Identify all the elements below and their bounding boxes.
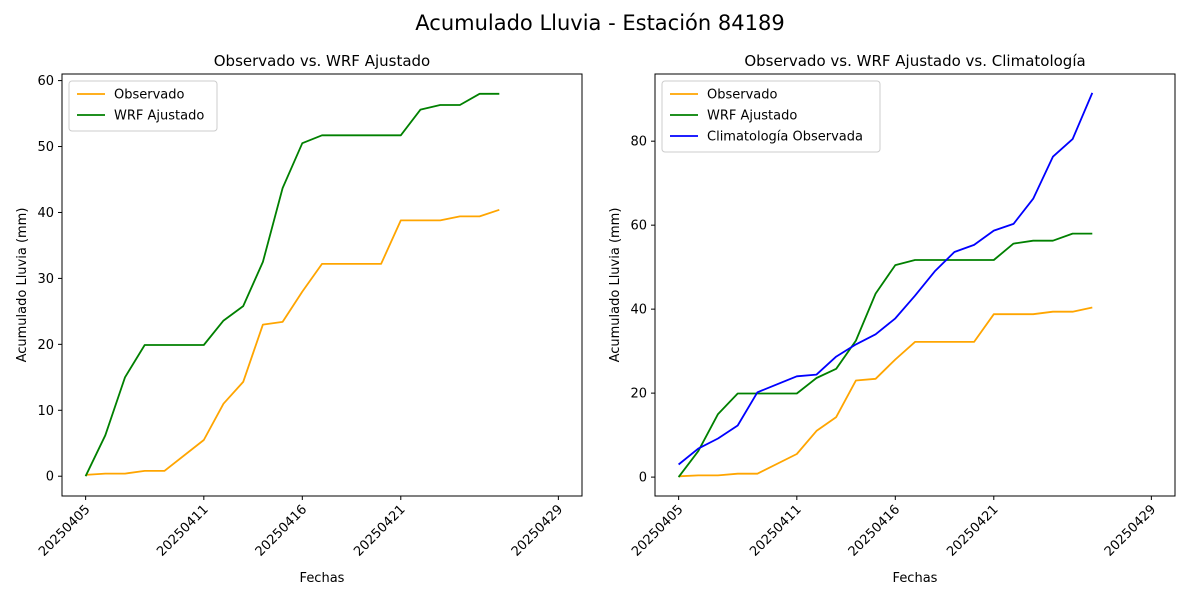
chart-right-xtick-label: 20250405 bbox=[629, 502, 686, 559]
chart-right-xtick-label: 20250411 bbox=[747, 502, 804, 559]
chart-right-ytick-label: 80 bbox=[630, 135, 647, 150]
chart-left-legend-label: WRF Ajustado bbox=[114, 109, 204, 124]
chart-left-ylabel: Acumulado Lluvia (mm) bbox=[15, 208, 30, 363]
chart-right-ytick-label: 0 bbox=[639, 471, 647, 486]
chart-right-ytick-label: 60 bbox=[630, 219, 647, 234]
chart-left-legend-label: Observado bbox=[114, 88, 185, 103]
chart-right-xtick-label: 20250421 bbox=[944, 502, 1001, 559]
chart-right-legend-box bbox=[661, 80, 881, 153]
chart-right-title: Observado vs. WRF Ajustado vs. Climatolo… bbox=[744, 52, 1085, 70]
chart-right-xtick-label: 20250416 bbox=[846, 502, 903, 559]
chart-left-legend-box bbox=[68, 80, 218, 132]
chart-left-xtick-label: 20250411 bbox=[154, 502, 211, 559]
chart-right-legend-label: Climatología Observada bbox=[707, 130, 863, 145]
chart-left-series-line-1 bbox=[85, 208, 500, 476]
chart-left-axes-frame bbox=[61, 73, 583, 497]
figure-suptitle: Acumulado Lluvia - Estación 84189 bbox=[415, 11, 784, 35]
chart-right-series-line-1 bbox=[678, 306, 1093, 478]
chart-left-xlabel: Fechas bbox=[300, 571, 345, 586]
chart-right-ytick-label: 20 bbox=[630, 387, 647, 402]
chart-right-series-line-2 bbox=[677, 232, 1093, 478]
chart-right-axes-frame bbox=[654, 73, 1176, 497]
chart-left-title: Observado vs. WRF Ajustado bbox=[214, 52, 430, 70]
chart-left-legend: Observado WRF Ajustado bbox=[68, 80, 218, 132]
chart-left-xtick-label: 20250416 bbox=[253, 502, 310, 559]
chart-right-legend: Observado WRF Ajustado Climatología Observ… bbox=[661, 80, 881, 153]
chart-left-ytick-label: 10 bbox=[37, 404, 54, 419]
chart-right-ytick-label: 40 bbox=[630, 303, 647, 318]
chart-left-ytick-label: 50 bbox=[37, 140, 54, 155]
chart-left-series-line-2 bbox=[84, 92, 500, 477]
chart-left-ytick-label: 30 bbox=[37, 272, 54, 287]
chart-left-xtick-label: 20250429 bbox=[509, 502, 566, 559]
chart-right: Observado vs. WRF Ajustado vs. Climatolo… bbox=[608, 52, 1176, 586]
chart-right-xlabel: Fechas bbox=[893, 571, 938, 586]
chart-right-series-line-3 bbox=[678, 92, 1094, 466]
chart-left-ytick-label: 40 bbox=[37, 206, 54, 221]
chart-left-ytick-label: 60 bbox=[37, 74, 54, 89]
chart-right-xtick-label: 20250429 bbox=[1102, 502, 1159, 559]
chart-right-legend-label: WRF Ajustado bbox=[707, 109, 797, 124]
chart-left-xtick-label: 20250421 bbox=[351, 502, 408, 559]
chart-right-ylabel: Acumulado Lluvia (mm) bbox=[608, 208, 623, 363]
chart-left-ytick-label: 0 bbox=[46, 470, 54, 485]
chart-left-ytick-label: 20 bbox=[37, 338, 54, 353]
chart-right-legend-label: Observado bbox=[707, 88, 778, 103]
chart-left-xtick-label: 20250405 bbox=[36, 502, 93, 559]
chart-left: Observado vs. WRF Ajustado Fechas Acumul… bbox=[15, 52, 583, 586]
